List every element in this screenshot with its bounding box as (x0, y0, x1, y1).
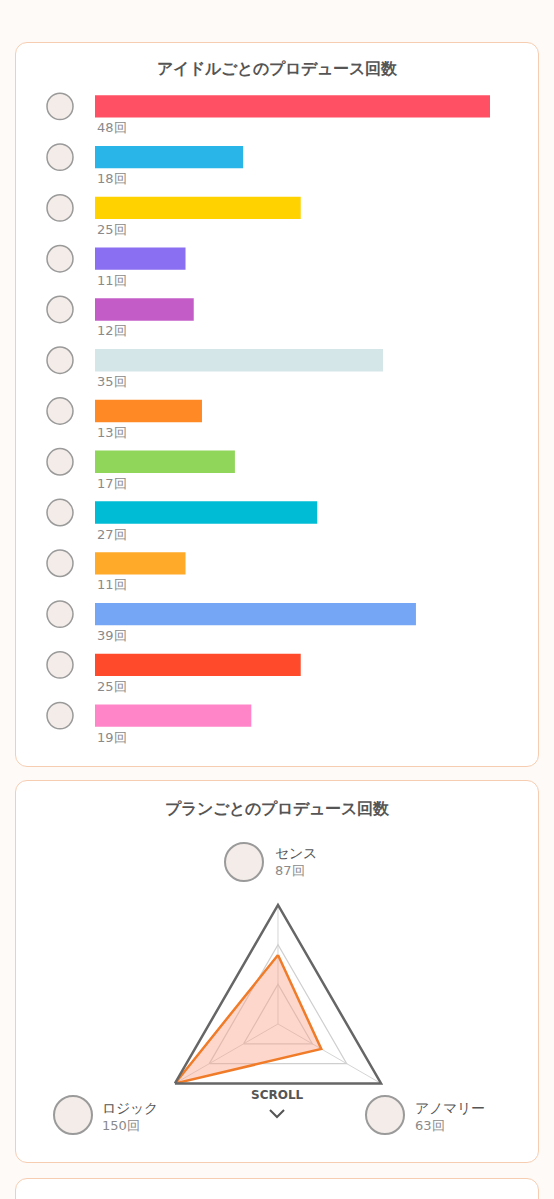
svg-text:11回: 11回 (97, 577, 127, 592)
svg-text:48回: 48回 (97, 120, 127, 135)
svg-text:35回: 35回 (97, 374, 127, 389)
svg-text:63回: 63回 (415, 1118, 445, 1133)
svg-text:プランごとのプロデュース回数: プランごとのプロデュース回数 (165, 799, 390, 818)
svg-text:27回: 27回 (97, 527, 127, 542)
svg-text:12回: 12回 (97, 323, 127, 338)
svg-text:SCROLL: SCROLL (251, 1088, 304, 1102)
svg-text:ロジック: ロジック (102, 1100, 158, 1116)
svg-text:87回: 87回 (275, 863, 305, 878)
svg-text:17回: 17回 (97, 476, 127, 491)
svg-text:アノマリー: アノマリー (415, 1100, 485, 1116)
svg-text:25回: 25回 (97, 222, 127, 237)
svg-text:アイドルごとのプロデュース回数: アイドルごとのプロデュース回数 (157, 59, 398, 78)
svg-text:25回: 25回 (97, 679, 127, 694)
svg-text:18回: 18回 (97, 171, 127, 186)
svg-text:13回: 13回 (97, 425, 127, 440)
svg-text:11回: 11回 (97, 273, 127, 288)
svg-text:センス: センス (275, 845, 317, 861)
svg-text:19回: 19回 (97, 730, 127, 745)
svg-text:39回: 39回 (97, 628, 127, 643)
svg-text:150回: 150回 (102, 1118, 140, 1133)
